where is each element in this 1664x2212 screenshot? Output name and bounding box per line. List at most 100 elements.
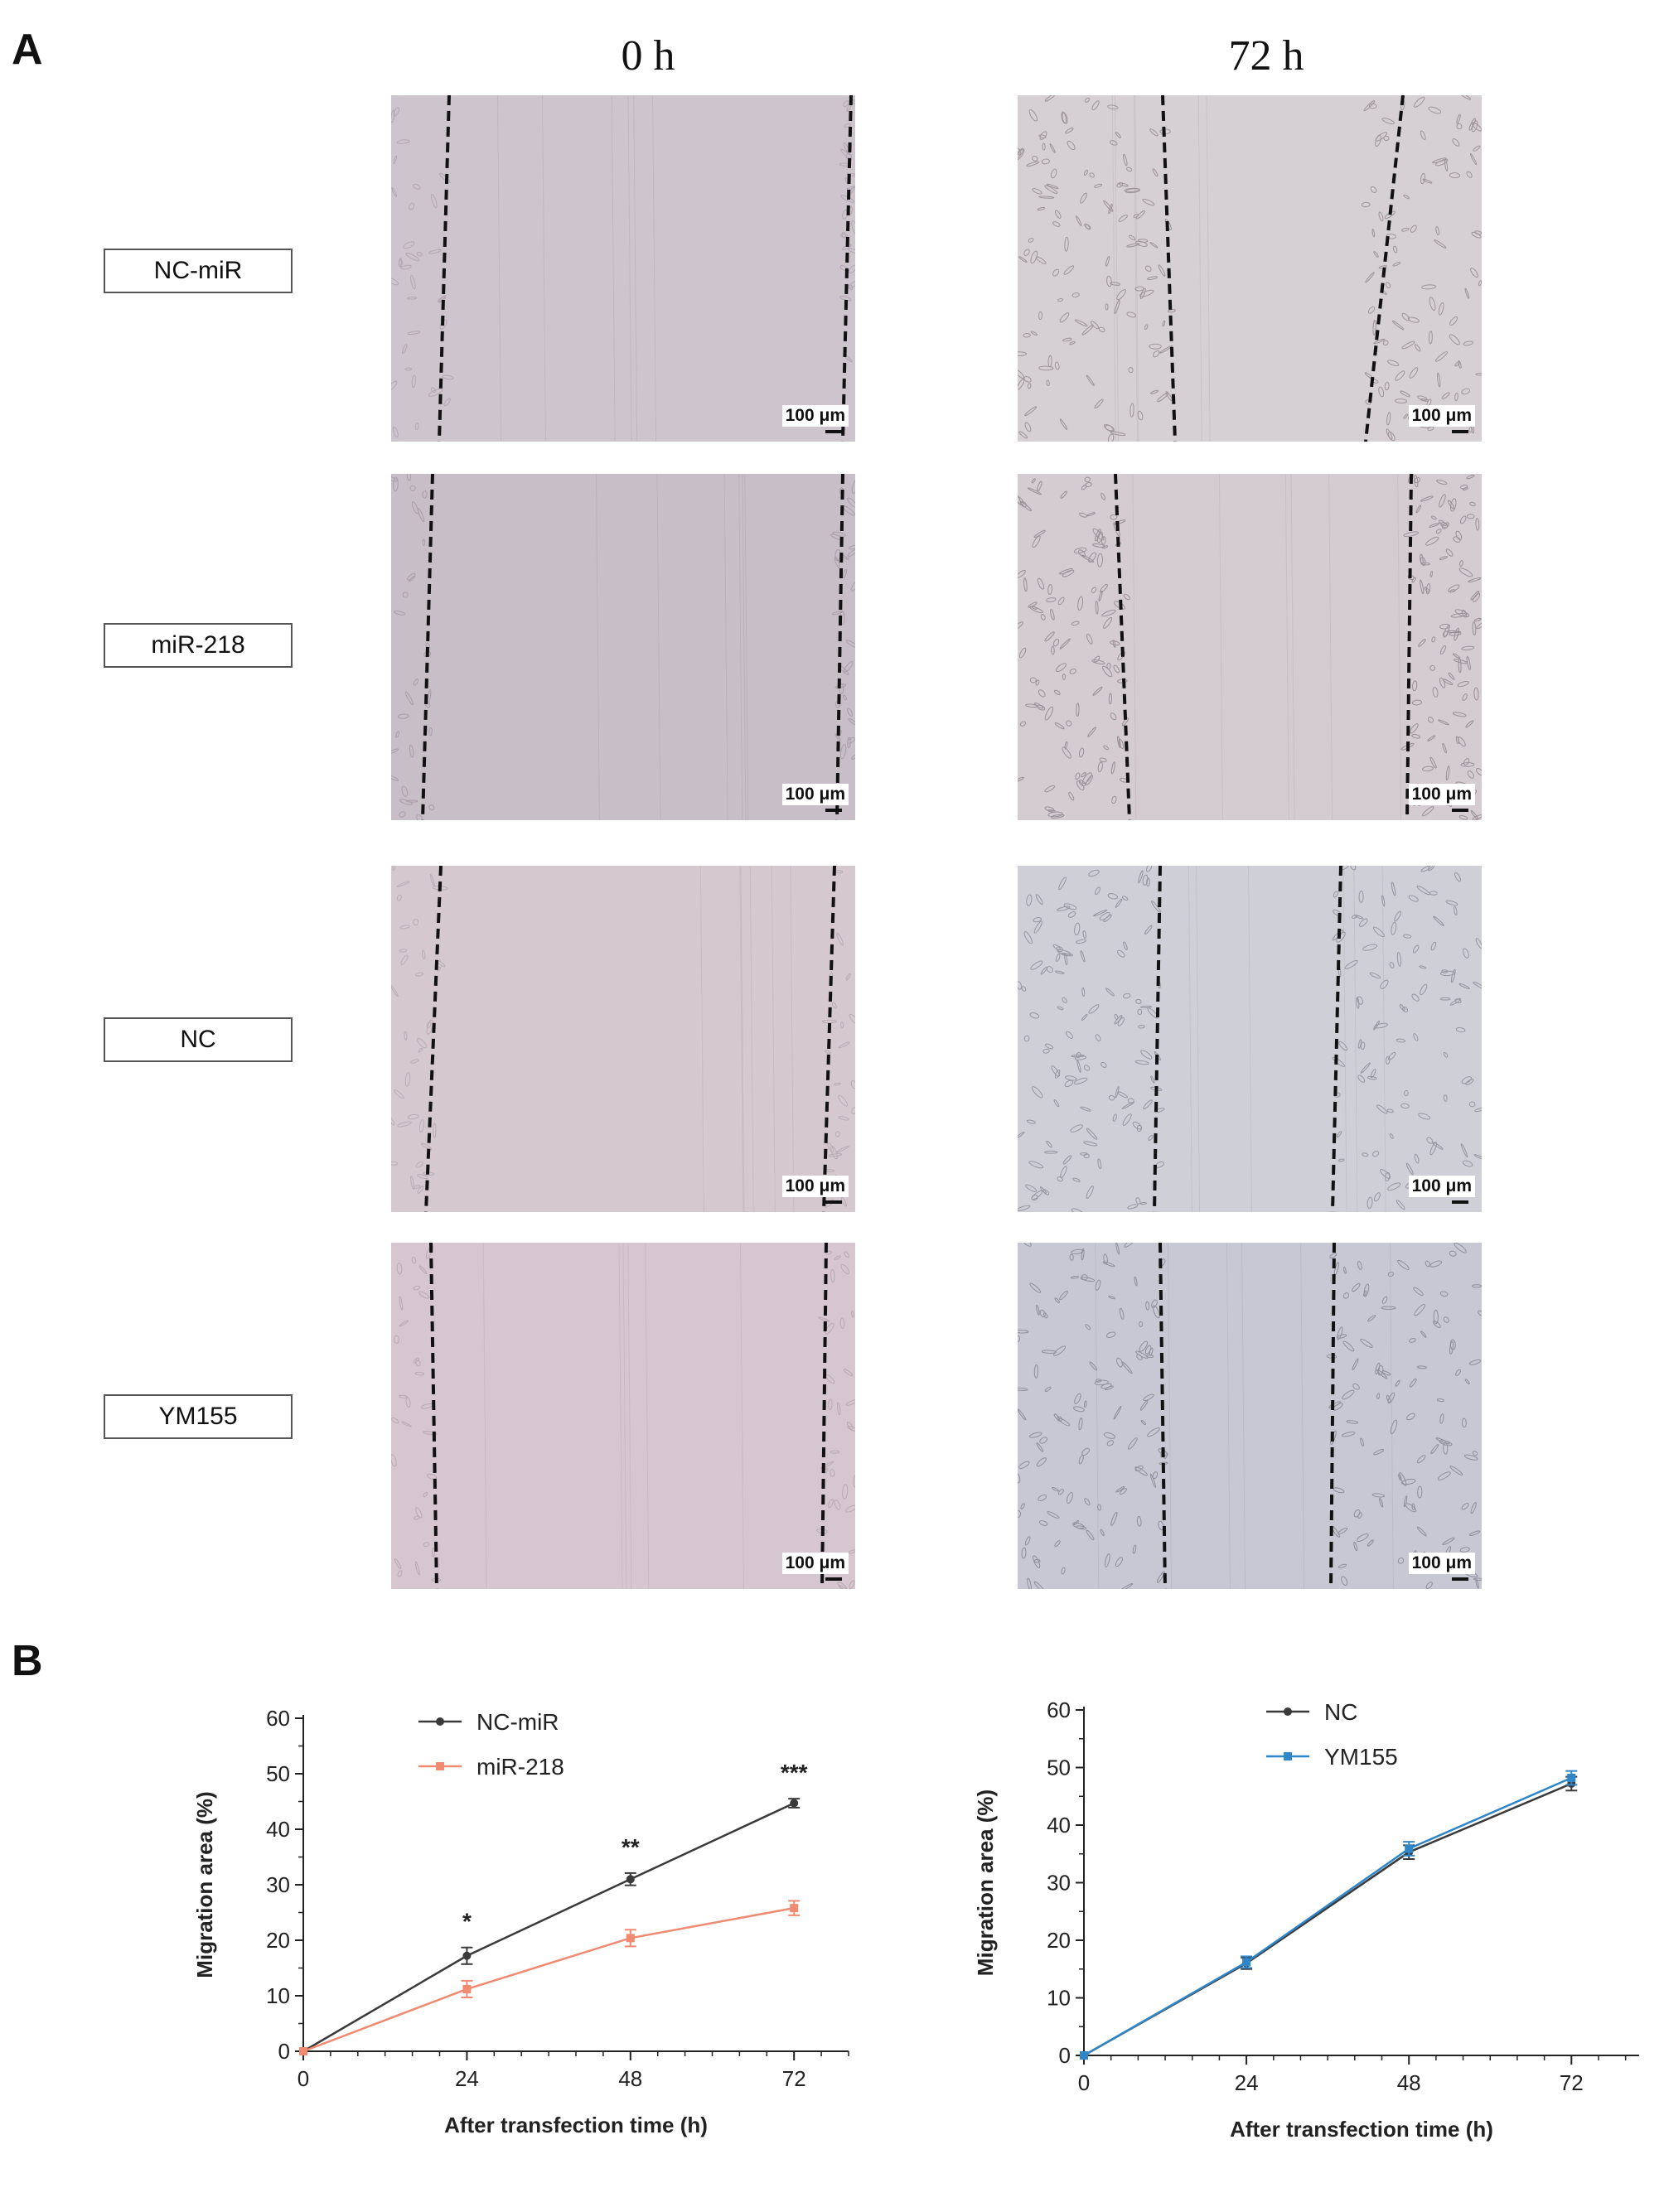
x-tick-label: 48: [618, 2066, 642, 2091]
wound-edge-dashed-line: [1331, 866, 1342, 1212]
series-line-nc: [1083, 1782, 1572, 2057]
legend-marker: [1284, 1752, 1292, 1760]
x-tick-label: 24: [455, 2066, 479, 2091]
migration-chart-mir218: 0 10 20 30 40 50 60 0 24 48 72 After transfection t…: [192, 1706, 849, 2137]
data-point: [1242, 1958, 1251, 1967]
scale-bar-label: 100 μm: [1408, 405, 1475, 427]
scale-bar-label: 100 μm: [781, 405, 849, 427]
wound-edge-dashed-line: [835, 474, 844, 820]
wound-edge-dashed-line: [820, 1243, 828, 1589]
micrograph-field: [1018, 866, 1482, 1212]
series-line-ym155: [1083, 1776, 1572, 2057]
micrograph-field: [391, 1243, 855, 1589]
series-line-mir-218: [302, 1906, 795, 2053]
micrograph-ym155-72h: 100 μm: [1018, 1243, 1482, 1589]
y-axis-label: Migration area (%): [192, 1791, 217, 1978]
micrograph-nc-0h: 100 μm: [391, 866, 855, 1212]
micrograph-field: [1018, 95, 1482, 442]
wound-edge-dashed-line: [1364, 95, 1405, 442]
legend-label: miR-218: [476, 1754, 564, 1780]
y-tick-label: 10: [266, 1983, 290, 2008]
micrograph-field: [1018, 1243, 1482, 1589]
scale-bar: 100 μm: [1408, 1176, 1475, 1204]
scale-bar: 100 μm: [1408, 784, 1475, 812]
y-tick-label: 40: [1047, 1813, 1071, 1838]
scale-bar-line: [1452, 1577, 1468, 1581]
y-tick-label: 50: [266, 1761, 290, 1786]
scale-bar-line: [825, 809, 842, 812]
scale-bar-label: 100 μm: [781, 1176, 849, 1197]
wound-edge-dashed-line: [429, 1243, 438, 1589]
legend-marker: [1284, 1707, 1292, 1716]
data-point: [462, 1951, 472, 1960]
y-tick-label: 30: [1047, 1871, 1071, 1896]
y-tick-label: 0: [1059, 2043, 1071, 2068]
wound-edge-dashed-line: [1405, 474, 1413, 820]
scale-bar-line: [1452, 1200, 1468, 1204]
scale-bar-line: [1452, 809, 1468, 812]
significance-label: ***: [781, 1760, 808, 1785]
data-point: [790, 1799, 799, 1808]
y-tick-label: 60: [1047, 1698, 1071, 1722]
legend-marker: [436, 1762, 444, 1770]
legend-label: YM155: [1324, 1744, 1398, 1770]
micrograph-field: [391, 474, 855, 820]
wound-edge-dashed-line: [1153, 866, 1162, 1212]
micrograph-mir-218-72h: 100 μm: [1018, 474, 1482, 820]
data-point: [626, 1875, 635, 1884]
micrograph-field: [1018, 474, 1482, 820]
column-header-0h: 0 h: [621, 32, 675, 80]
y-tick-label: 40: [266, 1817, 290, 1842]
micrograph-nc-mir-0h: 100 μm: [391, 95, 855, 442]
wound-edge-dashed-line: [1114, 474, 1131, 820]
scale-bar-label: 100 μm: [1408, 1176, 1475, 1197]
micrograph-nc-mir-72h: 100 μm: [1018, 95, 1482, 442]
column-header-72h: 72 h: [1228, 32, 1304, 80]
scale-bar-label: 100 μm: [1408, 1553, 1475, 1574]
data-point: [626, 1934, 635, 1943]
x-axis-label: After transfection time (h): [444, 2113, 708, 2137]
x-tick-label: 0: [1078, 2070, 1090, 2095]
scale-bar-label: 100 μm: [781, 1553, 849, 1574]
y-tick-label: 30: [266, 1872, 290, 1897]
x-tick-label: 0: [297, 2066, 309, 2091]
wound-edge-dashed-line: [1159, 1243, 1167, 1589]
wound-edge-dashed-line: [841, 95, 853, 442]
significance-label: **: [622, 1834, 640, 1860]
x-tick-label: 72: [1560, 2070, 1584, 2095]
data-point: [790, 1904, 799, 1913]
significance-label: *: [462, 1909, 472, 1934]
data-point: [299, 2047, 307, 2055]
data-point: [1567, 1774, 1576, 1783]
scale-bar-line: [825, 1577, 842, 1581]
series-line-nc-mir: [302, 1802, 795, 2053]
micrograph-nc-72h: 100 μm: [1018, 866, 1482, 1212]
y-tick-label: 60: [266, 1706, 290, 1731]
y-tick-label: 20: [1047, 1928, 1071, 1953]
row-label-nc: NC: [104, 1017, 293, 1062]
scale-bar-label: 100 μm: [1408, 784, 1475, 805]
scale-bar: 100 μm: [781, 784, 849, 812]
x-tick-label: 72: [782, 2066, 806, 2091]
scale-bar: 100 μm: [781, 405, 849, 433]
scale-bar-label: 100 μm: [781, 784, 849, 805]
x-tick-label: 48: [1397, 2070, 1421, 2095]
x-axis-label: After transfection time (h): [1230, 2117, 1493, 2142]
wound-edge-dashed-line: [424, 866, 443, 1212]
scale-bar: 100 μm: [1408, 405, 1475, 433]
y-tick-label: 20: [266, 1928, 290, 1953]
legend-label: NC: [1324, 1699, 1357, 1725]
y-tick-label: 10: [1047, 1986, 1071, 2011]
scale-bar: 100 μm: [781, 1553, 849, 1581]
panel-b-letter: B: [12, 1637, 43, 1685]
micrograph-field: [391, 95, 855, 442]
wound-edge-dashed-line: [421, 474, 434, 820]
y-tick-label: 0: [278, 2039, 290, 2064]
row-label-ym155: YM155: [104, 1394, 293, 1439]
micrograph-mir-218-0h: 100 μm: [391, 474, 855, 820]
wound-edge-dashed-line: [438, 95, 451, 442]
scale-bar: 100 μm: [781, 1176, 849, 1204]
migration-chart-ym155: 0 10 20 30 40 50 60 0 24 48 72 After transfection t…: [973, 1698, 1639, 2142]
legend-label: NC-miR: [476, 1709, 559, 1735]
micrograph-field: [391, 866, 855, 1212]
